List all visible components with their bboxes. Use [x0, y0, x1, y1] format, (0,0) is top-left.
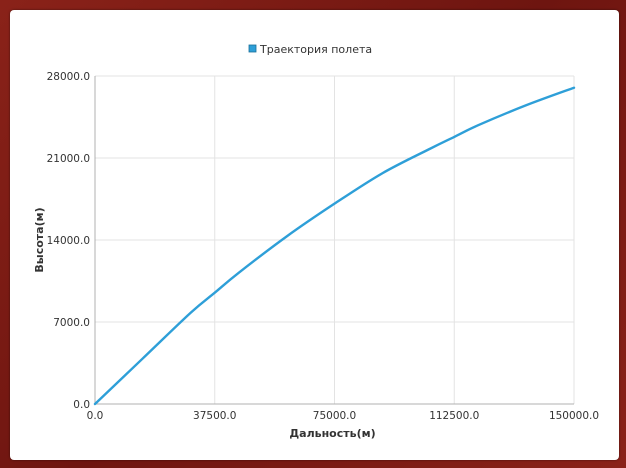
y-tick-label: 28000.0	[47, 71, 90, 83]
y-tick-labels: 0.0 7000.0 14000.0 21000.0 28000.0	[47, 71, 90, 411]
y-tick-label: 14000.0	[47, 235, 90, 247]
series-line-0	[93, 86, 576, 406]
legend: Траектория полета	[248, 43, 372, 56]
y-tick-label: 21000.0	[47, 153, 90, 165]
x-tick-label: 37500.0	[193, 410, 236, 422]
x-tick-label: 150000.0	[549, 410, 599, 422]
x-axis-title: Дальность(м)	[289, 427, 375, 440]
y-axis-title: Высота(м)	[33, 207, 46, 272]
grid	[94, 75, 575, 405]
x-tick-label: 112500.0	[429, 410, 479, 422]
series-layer	[93, 86, 576, 406]
x-tick-label: 75000.0	[313, 410, 356, 422]
chart-panel	[10, 10, 619, 460]
y-tick-label: 7000.0	[53, 317, 90, 329]
legend-swatch	[248, 44, 257, 53]
x-tick-label: 0.0	[87, 410, 104, 422]
x-tick-labels: 0.0 37500.0 75000.0 112500.0 150000.0	[87, 410, 599, 422]
legend-label: Траектория полета	[259, 43, 372, 56]
y-tick-label: 0.0	[73, 399, 90, 411]
